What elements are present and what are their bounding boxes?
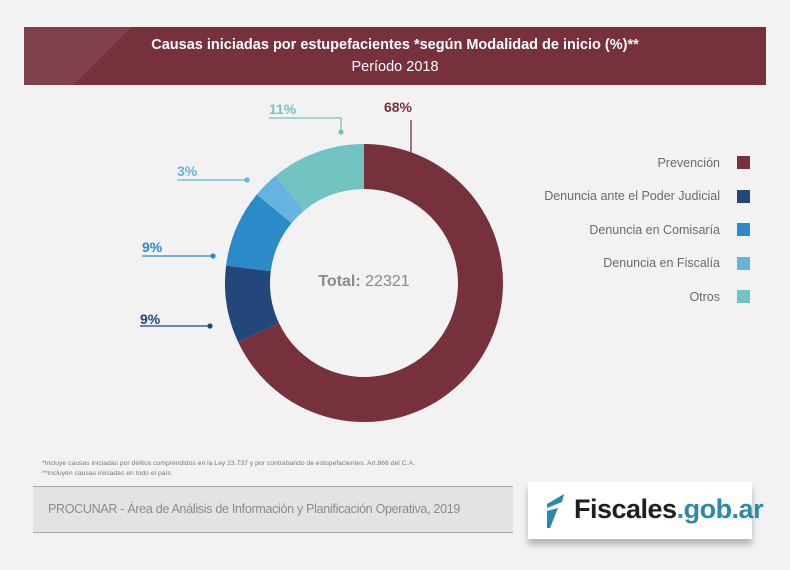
donut-slices — [225, 144, 503, 422]
legend-item: Denuncia ante el Poder Judicial — [544, 180, 750, 214]
callout-dot — [408, 154, 414, 160]
donut-slice — [275, 144, 364, 211]
source-text: PROCUNAR - Área de Análisis de Informaci… — [48, 502, 461, 516]
callouts: 68% 9% 9% 3% 11% — [140, 99, 414, 329]
source-box: PROCUNAR - Área de Análisis de Informaci… — [33, 486, 513, 533]
logo-text-primary: Fiscales — [574, 494, 677, 524]
chart-subtitle: Período 2018 — [351, 59, 439, 75]
donut-slice — [256, 175, 305, 224]
legend-swatch — [737, 290, 750, 304]
chart-title: Causas iniciadas por estupefacientes *se… — [151, 37, 639, 53]
callout-dot — [207, 323, 213, 329]
callout-dot — [210, 253, 216, 259]
data-label: 9% — [140, 311, 161, 327]
data-label: 68% — [384, 99, 413, 115]
legend-label: Denuncia en Comisaría — [589, 222, 720, 237]
legend-swatch — [737, 189, 750, 203]
callout-dot — [338, 129, 344, 135]
total-value: 22321 — [365, 273, 410, 290]
legend-item: Denuncia en Fiscalía — [544, 247, 750, 281]
footnote-1: *Incluye causas iniciadas por delitos co… — [42, 460, 415, 467]
center-total: Total: 22321 — [264, 273, 464, 291]
chart-header: Causas iniciadas por estupefacientes *se… — [24, 27, 766, 85]
logo-text-domain: .gob.ar — [676, 494, 764, 524]
legend: Prevención Denuncia ante el Poder Judici… — [544, 146, 750, 314]
legend-item: Denuncia en Comisaría — [544, 213, 750, 247]
legend-label: Denuncia en Fiscalía — [603, 256, 720, 271]
data-label: 11% — [269, 101, 297, 117]
legend-swatch — [737, 256, 750, 270]
footnote-2: **Incluyen causas iniciadas en todo el p… — [42, 469, 171, 477]
donut-slice — [238, 144, 503, 422]
callout-line — [269, 117, 342, 132]
legend-swatch — [737, 223, 750, 237]
legend-label: Prevención — [657, 155, 720, 170]
legend-swatch — [737, 156, 750, 170]
fiscales-logo: Fiscales.gob.ar — [528, 482, 764, 539]
logo-mark-icon — [547, 494, 564, 528]
footnotes: *Incluye causas iniciadas por delitos co… — [42, 459, 415, 478]
legend-label: Denuncia ante el Poder Judicial — [544, 189, 720, 204]
donut-slice — [226, 194, 292, 272]
data-label: 9% — [142, 239, 163, 255]
logo-text: Fiscales.gob.ar — [574, 494, 764, 525]
legend-item: Prevención — [544, 146, 750, 180]
legend-label: Otros — [689, 289, 720, 304]
header-decoration — [24, 27, 144, 85]
total-label: Total: — [318, 273, 361, 290]
legend-item: Otros — [544, 280, 750, 314]
donut-slice — [225, 265, 279, 343]
callout-dot — [244, 177, 250, 183]
data-label: 3% — [177, 163, 198, 179]
